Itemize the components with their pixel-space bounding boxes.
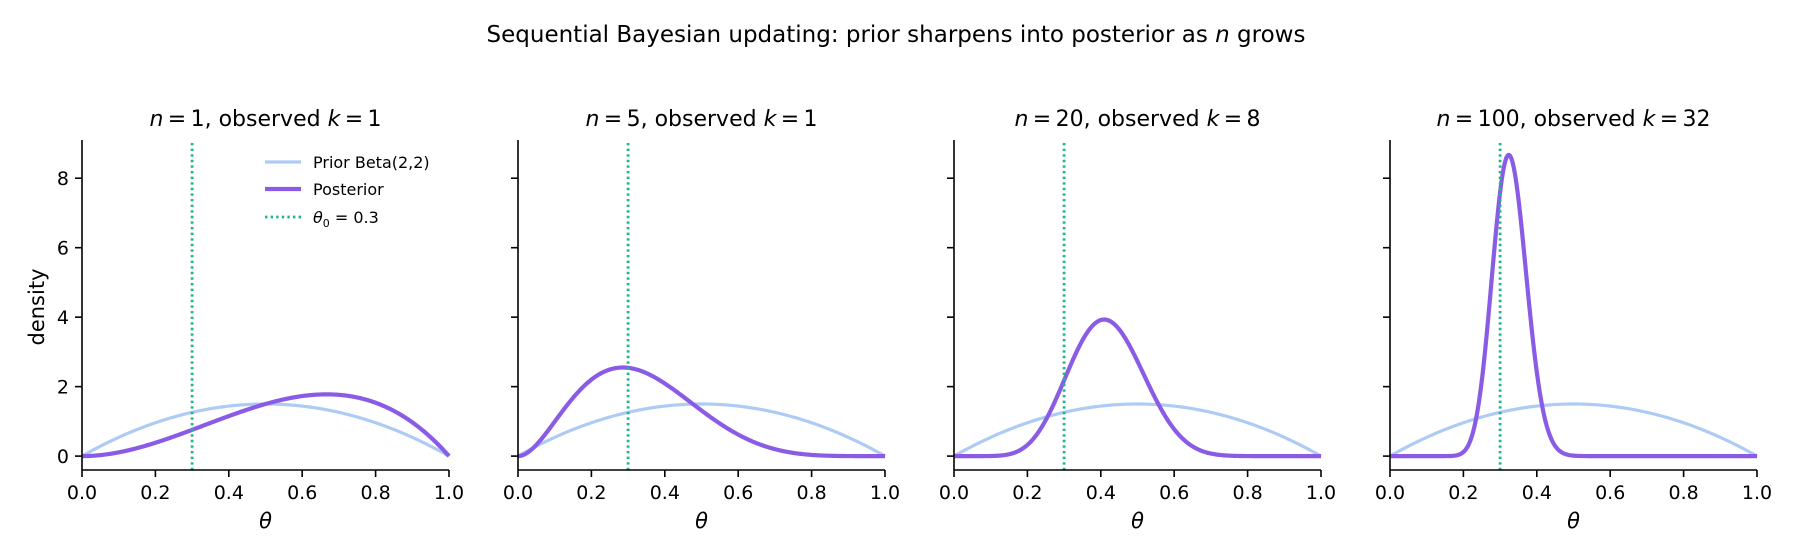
x-tick-label: 0.4 <box>214 482 244 504</box>
x-tick-label: 0.0 <box>67 482 97 504</box>
posterior-curve <box>952 317 1323 459</box>
y-tick-label: 6 <box>57 238 69 260</box>
x-tick-label: 1.0 <box>434 482 464 504</box>
x-tick-label: 0.0 <box>939 482 969 504</box>
x-tick-label: 0.6 <box>287 482 317 504</box>
chart-panel-3: 0.0 0.2 0.4 0.6 0.8 1.0 θ n = 20, observed k = … <box>939 107 1336 533</box>
x-tick-label: 1.0 <box>1306 482 1336 504</box>
x-tick-label: 0.6 <box>723 482 753 504</box>
chart-panel-2: 0.0 0.2 0.4 0.6 0.8 1.0 θ n = 5, observed k = 1 <box>503 107 900 533</box>
x-tick-label: 0.2 <box>1012 482 1042 504</box>
x-axis-label: θ <box>259 509 272 533</box>
x-tick-label: 0.4 <box>650 482 680 504</box>
y-tick-label: 0 <box>57 446 69 468</box>
panel-title: n = 1, observed k = 1 <box>149 107 381 132</box>
legend-posterior-label: Posterior <box>313 180 384 199</box>
x-tick-label: 0.2 <box>1448 482 1478 504</box>
panel-title: n = 100, observed k = 32 <box>1436 107 1710 132</box>
x-tick-label: 0.4 <box>1522 482 1552 504</box>
chart-panel-4: 0.0 0.2 0.4 0.6 0.8 1.0 θ n = 100, observed k =… <box>1375 107 1772 533</box>
legend-prior-label: Prior Beta(2,2) <box>313 153 430 172</box>
x-axis-label: θ <box>1567 509 1580 533</box>
figure-suptitle: Sequential Bayesian updating: prior shar… <box>487 22 1306 48</box>
x-axis-label: θ <box>695 509 708 533</box>
posterior-curve <box>516 365 887 459</box>
x-tick-label: 0.6 <box>1595 482 1625 504</box>
y-tick-label: 2 <box>57 377 69 399</box>
x-tick-label: 0.2 <box>140 482 170 504</box>
chart-panels: 0.0 0.2 0.4 0.6 0.8 1.0 0 2 4 6 8 θ density n = 1, ob… <box>25 107 1772 533</box>
x-tick-label: 0.8 <box>1232 482 1262 504</box>
y-tick-label: 4 <box>57 307 69 329</box>
posterior-curve <box>80 392 451 459</box>
legend-theta0-label: θ0 = 0.3 <box>313 208 379 230</box>
x-tick-label: 0.8 <box>796 482 826 504</box>
x-tick-label: 0.0 <box>503 482 533 504</box>
posterior-curve <box>1388 152 1759 459</box>
legend: Prior Beta(2,2) Posterior θ0 = 0.3 <box>265 153 430 230</box>
prior-curve <box>517 402 886 458</box>
x-tick-label: 1.0 <box>1742 482 1772 504</box>
x-tick-label: 0.0 <box>1375 482 1405 504</box>
prior-curve <box>1389 402 1758 458</box>
prior-curve <box>953 402 1322 458</box>
x-tick-label: 0.8 <box>360 482 390 504</box>
y-axis-label: density <box>25 269 49 346</box>
x-tick-label: 1.0 <box>870 482 900 504</box>
panel-title: n = 5, observed k = 1 <box>585 107 817 132</box>
y-tick-label: 8 <box>57 168 69 190</box>
x-tick-label: 0.2 <box>576 482 606 504</box>
x-tick-label: 0.4 <box>1086 482 1116 504</box>
x-tick-label: 0.8 <box>1668 482 1698 504</box>
panel-title: n = 20, observed k = 8 <box>1014 107 1260 132</box>
x-axis-label: θ <box>1131 509 1144 533</box>
chart-panel-1: 0.0 0.2 0.4 0.6 0.8 1.0 0 2 4 6 8 θ density n = 1, ob… <box>25 107 464 533</box>
x-tick-label: 0.6 <box>1159 482 1189 504</box>
